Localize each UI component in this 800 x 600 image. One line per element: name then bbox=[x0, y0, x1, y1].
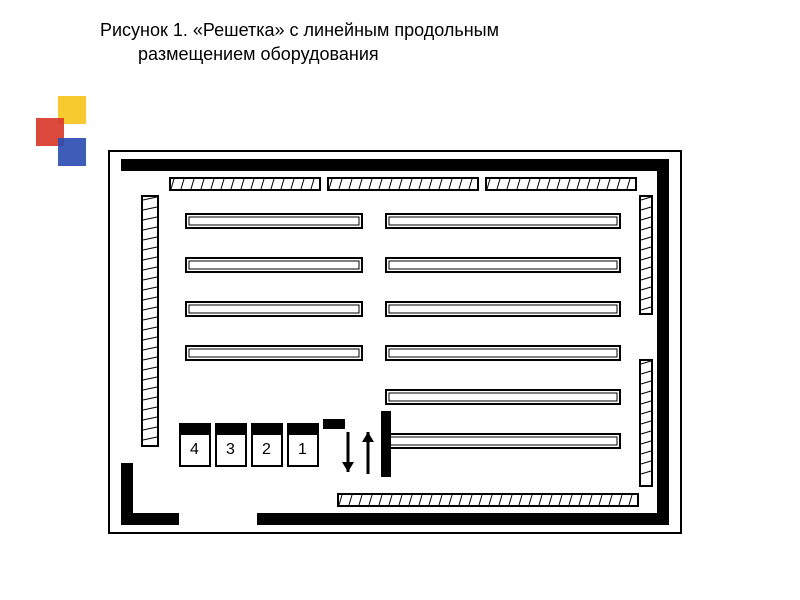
arrow-head bbox=[342, 462, 354, 472]
inner-shelf bbox=[386, 434, 620, 448]
wall-slab bbox=[122, 464, 132, 524]
inner-shelf bbox=[386, 214, 620, 228]
checkout-label: 4 bbox=[190, 441, 199, 458]
checkout-label: 2 bbox=[262, 441, 271, 458]
inner-shelf bbox=[186, 258, 362, 272]
perimeter-shelf bbox=[338, 494, 638, 506]
arrow-head bbox=[362, 432, 374, 442]
perimeter-shelf bbox=[640, 196, 652, 314]
wall-slab bbox=[258, 514, 668, 524]
inner-shelf bbox=[186, 302, 362, 316]
inner-shelf bbox=[386, 346, 620, 360]
floorplan-svg: 4 3 2 1 bbox=[110, 152, 680, 532]
inner-shelf bbox=[386, 258, 620, 272]
checkout-label: 1 bbox=[298, 441, 307, 458]
wall-slab bbox=[122, 160, 668, 170]
inner-shelf bbox=[186, 214, 362, 228]
checkout-label: 3 bbox=[226, 441, 235, 458]
wall-slab bbox=[658, 160, 668, 524]
inner-shelf bbox=[386, 390, 620, 404]
deco-square bbox=[58, 138, 86, 166]
inner-shelf bbox=[386, 302, 620, 316]
door-bar bbox=[324, 420, 344, 428]
entry-post bbox=[382, 412, 390, 476]
floorplan-frame: 4 3 2 1 bbox=[108, 150, 682, 534]
inner-shelf bbox=[186, 346, 362, 360]
